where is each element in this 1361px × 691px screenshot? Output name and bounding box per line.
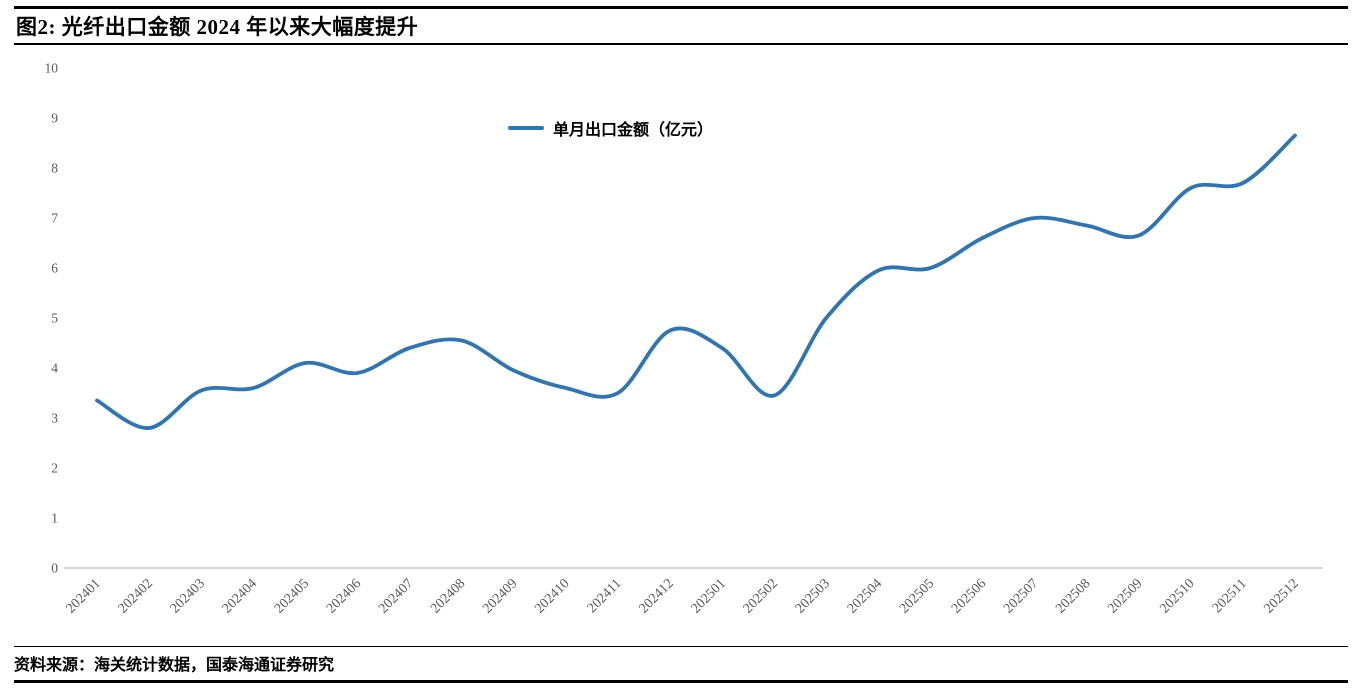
x-axis-tick-label: 202410 xyxy=(532,576,572,616)
title-divider xyxy=(14,43,1348,45)
x-axis-tick-label: 202412 xyxy=(636,576,676,616)
y-axis-tick-label: 8 xyxy=(51,161,58,176)
y-axis-tick-label: 10 xyxy=(45,61,59,76)
x-axis-tick-label: 202411 xyxy=(585,576,625,616)
y-axis-tick-label: 0 xyxy=(51,561,58,576)
x-axis-tick-label: 202511 xyxy=(1210,576,1250,616)
top-divider xyxy=(14,6,1348,9)
x-axis-tick-label: 202402 xyxy=(116,576,156,616)
x-axis-tick-label: 202404 xyxy=(220,576,260,616)
x-axis-tick-label: 202405 xyxy=(272,576,312,616)
x-axis-tick-label: 202401 xyxy=(64,576,104,616)
y-axis-tick-label: 9 xyxy=(51,111,58,126)
x-axis-tick-label: 202501 xyxy=(689,576,729,616)
x-axis-tick-label: 202503 xyxy=(793,576,833,616)
x-axis-tick-label: 202406 xyxy=(324,576,364,616)
figure-title: 图2: 光纤出口金额 2024 年以来大幅度提升 xyxy=(16,15,419,39)
legend-line-marker xyxy=(508,126,544,130)
y-axis-tick-label: 5 xyxy=(51,311,58,326)
x-axis-tick-label: 202408 xyxy=(428,576,468,616)
footer-divider xyxy=(14,646,1348,647)
x-axis-tick-label: 202504 xyxy=(845,576,885,616)
y-axis-tick-label: 3 xyxy=(51,411,58,426)
x-axis-tick-label: 202507 xyxy=(1001,576,1041,616)
x-axis-tick-label: 202510 xyxy=(1157,576,1197,616)
x-axis-tick-label: 202502 xyxy=(741,576,781,616)
x-axis-tick-label: 202512 xyxy=(1262,576,1302,616)
source-note: 资料来源：海关统计数据，国泰海通证券研究 xyxy=(14,657,335,674)
x-axis-tick-label: 202409 xyxy=(480,576,520,616)
y-axis-tick-label: 6 xyxy=(51,261,58,276)
series-line-0 xyxy=(95,133,1297,430)
y-axis-tick-label: 4 xyxy=(51,361,58,376)
x-axis-tick-label: 202508 xyxy=(1053,576,1093,616)
y-axis-tick-label: 7 xyxy=(51,211,58,226)
legend-series-label: 单月出口金额（亿元） xyxy=(553,122,714,139)
bottom-divider xyxy=(14,680,1348,683)
x-axis-tick-label: 202509 xyxy=(1105,576,1145,616)
y-axis-tick-label: 2 xyxy=(51,461,58,476)
x-axis-tick-label: 202505 xyxy=(897,576,937,616)
chart-legend: 单月出口金额（亿元） xyxy=(508,116,713,140)
x-axis-tick-label: 202403 xyxy=(168,576,208,616)
y-axis-tick-label: 1 xyxy=(51,511,58,526)
x-axis-tick-label: 202506 xyxy=(949,576,989,616)
x-axis-tick-label: 202407 xyxy=(376,576,416,616)
line-chart-canvas: 0 1 2 3 4 5 6 7 8 9 10 202401 202402 202403 202404 2024… xyxy=(45,61,1322,617)
